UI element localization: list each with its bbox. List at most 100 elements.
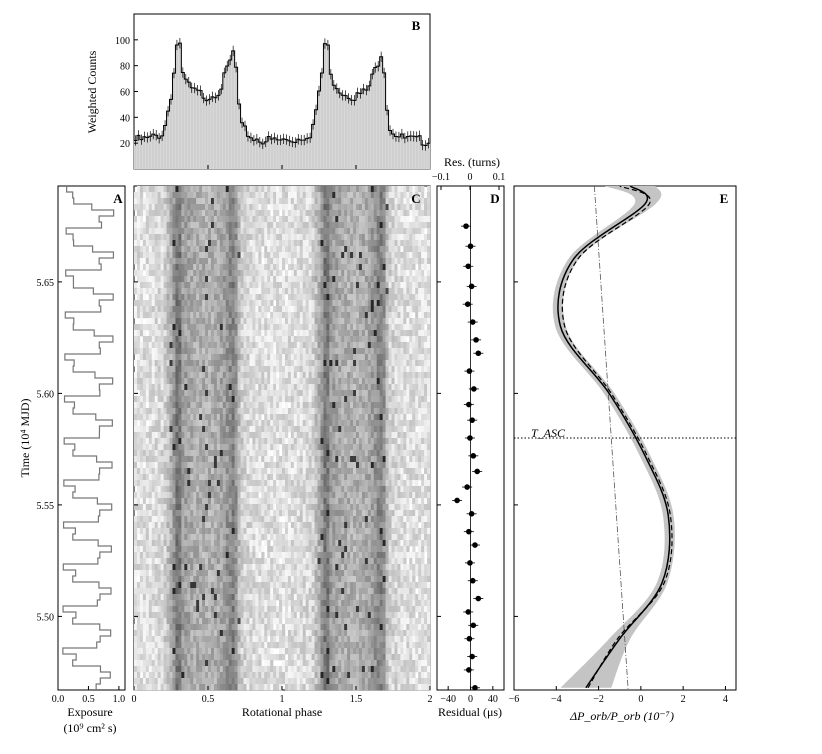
phaseogram-cell: [169, 408, 173, 415]
phaseogram-cell: [323, 300, 327, 307]
phaseogram-cell: [157, 210, 161, 217]
phaseogram-cell: [341, 234, 345, 241]
phaseogram-cell: [181, 456, 185, 463]
phaseogram-cell: [391, 306, 395, 313]
phaseogram-cell: [367, 294, 372, 301]
phaseogram-cell: [358, 414, 363, 421]
phaseogram-cell: [261, 192, 265, 199]
phaseogram-cell: [332, 408, 336, 415]
phaseogram-cell: [311, 432, 315, 439]
phaseogram-cell: [264, 402, 268, 409]
phaseogram-cell: [249, 360, 253, 367]
phaseogram-cell: [364, 372, 369, 379]
phaseogram-cell: [406, 258, 410, 265]
phaseogram-cell: [151, 300, 156, 307]
phaseogram-cell: [290, 396, 295, 403]
phaseogram-cell: [361, 294, 366, 301]
phaseogram-cell: [134, 246, 138, 253]
phaseogram-cell: [329, 204, 333, 211]
phaseogram-cell: [424, 258, 428, 265]
phaseogram-cell: [258, 384, 262, 391]
phaseogram-cell: [154, 288, 158, 295]
phaseogram-cell: [208, 324, 212, 331]
phaseogram-cell: [205, 432, 209, 439]
phaseogram-cell: [284, 390, 289, 397]
phaseogram-cell: [364, 216, 369, 223]
phaseogram-cell: [338, 258, 342, 265]
phaseogram-cell: [421, 288, 425, 295]
phaseogram-cell: [178, 198, 182, 205]
phaseogram-cell: [154, 234, 158, 241]
phaseogram-cell: [243, 240, 247, 247]
phaseogram-cell: [317, 438, 321, 445]
phaseogram-cell: [373, 252, 378, 259]
phaseogram-cell: [326, 264, 330, 271]
phaseogram-cell: [216, 324, 221, 331]
phaseogram-cell: [427, 414, 431, 421]
phaseogram-cell: [134, 348, 138, 355]
phaseogram-cell: [160, 336, 164, 343]
phaseogram-cell: [409, 390, 413, 397]
phaseogram-cell: [323, 342, 327, 349]
phaseogram-cell: [406, 186, 410, 193]
phaseogram-cell: [418, 456, 422, 463]
phaseogram-cell: [270, 240, 274, 247]
phaseogram-cell: [338, 204, 342, 211]
phaseogram-cell: [394, 234, 398, 241]
phaseogram-cell: [394, 438, 398, 445]
phaseogram-cell: [172, 228, 176, 235]
phaseogram-cell: [234, 288, 238, 295]
phaseogram-cell: [282, 288, 286, 295]
phaseogram-cell: [154, 378, 158, 385]
phaseogram-cell: [267, 306, 271, 313]
phaseogram-cell: [163, 336, 167, 343]
phaseogram-cell: [202, 402, 206, 409]
phaseogram-cell: [415, 282, 419, 289]
phaseogram-cell: [388, 306, 392, 313]
phaseogram-cell: [421, 294, 425, 301]
phaseogram-cell: [409, 468, 413, 475]
phaseogram-cell: [358, 234, 363, 241]
phaseogram-cell: [240, 438, 244, 445]
phaseogram-cell: [415, 348, 419, 355]
phaseogram-cell: [237, 450, 241, 457]
phaseogram-cell: [338, 252, 342, 259]
phaseogram-cell: [134, 252, 138, 259]
phaseogram-cell: [225, 186, 230, 193]
phaseogram-cell: [151, 246, 156, 253]
phaseogram-cell: [344, 288, 348, 295]
phaseogram-cell: [323, 264, 327, 271]
phaseogram-cell: [373, 186, 378, 193]
phaseogram-cell: [196, 342, 200, 349]
phaseogram-cell: [406, 306, 410, 313]
phaseogram-cell: [187, 432, 191, 439]
phaseogram-cell: [202, 228, 206, 235]
phaseogram-cell: [376, 282, 380, 289]
phaseogram-cell: [293, 444, 298, 451]
phaseogram-cell: [160, 348, 164, 355]
phaseogram-cell: [335, 240, 339, 247]
phaseogram-cell: [296, 468, 301, 475]
phaseogram-cell: [208, 240, 212, 247]
phaseogram-cell: [287, 258, 292, 265]
phaseogram-cell: [317, 396, 321, 403]
phaseogram-cell: [249, 444, 253, 451]
phaseogram-cell: [169, 468, 173, 475]
phaseogram-cell: [305, 288, 309, 295]
phaseogram-cell: [237, 222, 241, 229]
phaseogram-cell: [279, 384, 283, 391]
phaseogram-cell: [314, 450, 318, 457]
phaseogram-cell: [320, 426, 324, 433]
phaseogram-cell: [142, 390, 147, 397]
phaseogram-cell: [208, 348, 212, 355]
phaseogram-cell: [367, 276, 372, 283]
phaseogram-cell: [136, 198, 141, 205]
phaseogram-cell: [134, 312, 138, 319]
phaseogram-cell: [329, 330, 333, 337]
phaseogram-cell: [148, 354, 153, 361]
phaseogram-cell: [225, 276, 230, 283]
phaseogram-cell: [160, 186, 164, 193]
phaseogram-cell: [314, 336, 318, 343]
phaseogram-cell: [154, 444, 158, 451]
phaseogram-cell: [320, 258, 324, 265]
